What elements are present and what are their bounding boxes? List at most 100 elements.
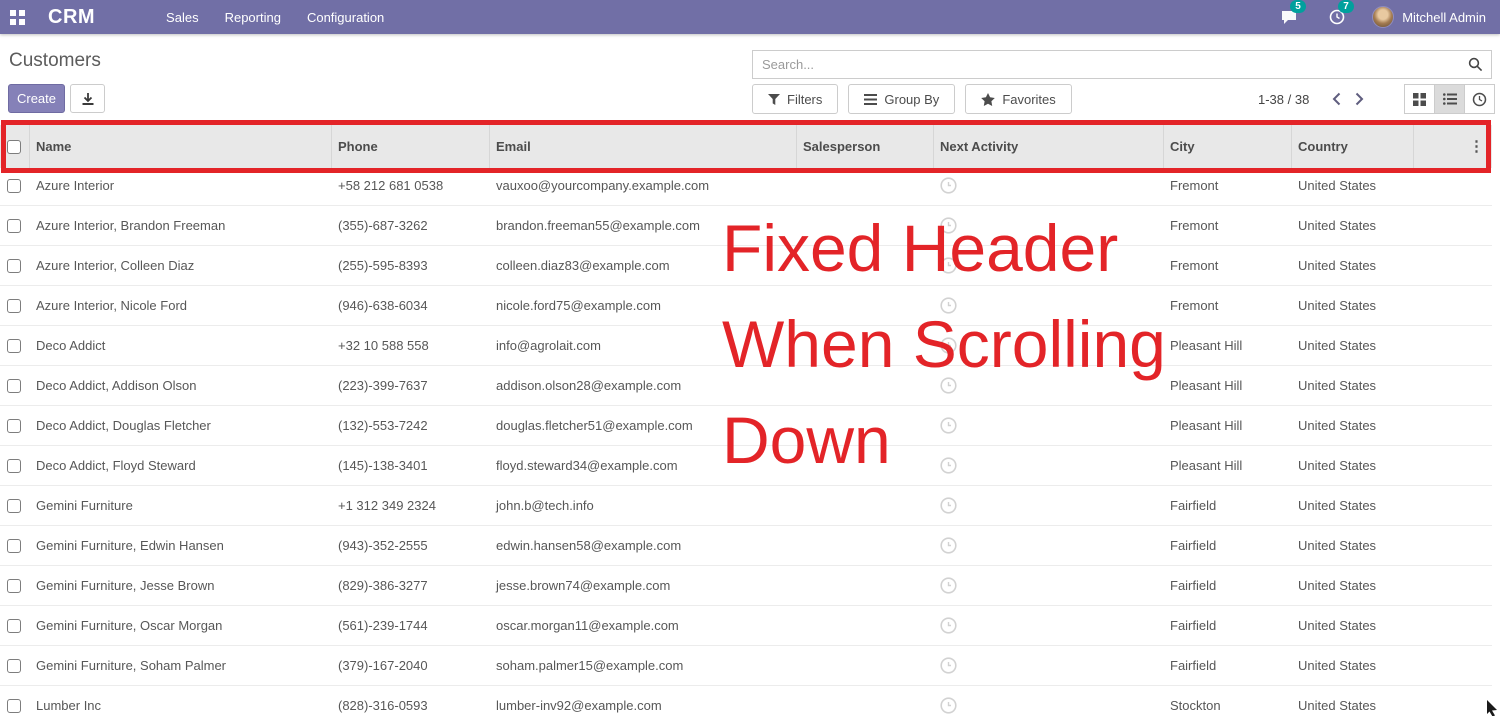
row-checkbox[interactable]: [7, 178, 21, 193]
select-all-cell: [0, 125, 30, 168]
table-row[interactable]: Azure Interior, Colleen Diaz (255)-595-8…: [0, 246, 1492, 286]
clock-icon[interactable]: [940, 217, 957, 234]
clock-icon[interactable]: [940, 297, 957, 314]
favorites-button[interactable]: Favorites: [965, 84, 1072, 114]
cell-phone: (829)-386-3277: [338, 578, 428, 593]
user-avatar[interactable]: [1372, 6, 1395, 28]
cell-email: info@agrolait.com: [496, 338, 601, 353]
cell-name: Deco Addict, Addison Olson: [36, 378, 197, 393]
kanban-view-button[interactable]: [1404, 84, 1435, 114]
clock-icon[interactable]: [940, 377, 957, 394]
row-checkbox[interactable]: [7, 618, 21, 633]
clock-icon[interactable]: [940, 697, 957, 714]
create-button[interactable]: Create: [8, 84, 65, 113]
clock-icon[interactable]: [940, 257, 957, 274]
pager: 1-38 / 38: [1258, 84, 1371, 114]
cell-email: vauxoo@yourcompany.example.com: [496, 178, 710, 193]
table-row[interactable]: Lumber Inc (828)-316-0593 lumber-inv92@e…: [0, 686, 1492, 717]
cell-email: colleen.diaz83@example.com: [496, 258, 670, 273]
activity-view-button[interactable]: [1464, 84, 1495, 114]
row-checkbox[interactable]: [7, 578, 21, 593]
kebab-icon[interactable]: ⋮: [1469, 137, 1484, 155]
clock-icon[interactable]: [940, 177, 957, 194]
messages-badge: 5: [1290, 0, 1306, 13]
apps-menu-button[interactable]: [0, 0, 34, 34]
cell-country: United States: [1298, 498, 1377, 513]
table-row[interactable]: Gemini Furniture +1 312 349 2324 john.b@…: [0, 486, 1492, 526]
row-checkbox[interactable]: [7, 218, 21, 233]
row-select-cell: [0, 658, 30, 673]
menu-reporting[interactable]: Reporting: [224, 9, 281, 25]
clock-icon[interactable]: [940, 337, 957, 354]
row-checkbox[interactable]: [7, 538, 21, 553]
table-row[interactable]: Gemini Furniture, Edwin Hansen (943)-352…: [0, 526, 1492, 566]
funnel-icon: [768, 93, 780, 105]
table-row[interactable]: Deco Addict, Douglas Fletcher (132)-553-…: [0, 406, 1492, 446]
clock-icon[interactable]: [940, 457, 957, 474]
row-checkbox[interactable]: [7, 658, 21, 673]
cell-name: Deco Addict, Floyd Steward: [36, 458, 196, 473]
table-row[interactable]: Gemini Furniture, Soham Palmer (379)-167…: [0, 646, 1492, 686]
table-row[interactable]: Azure Interior +58 212 681 0538 vauxoo@y…: [0, 166, 1492, 206]
pager-next-button[interactable]: [1348, 90, 1371, 108]
clock-icon[interactable]: [940, 417, 957, 434]
cell-name: Azure Interior: [36, 178, 115, 193]
row-select-cell: [0, 698, 30, 713]
activities-button[interactable]: 7: [1324, 0, 1354, 30]
row-checkbox[interactable]: [7, 498, 21, 513]
cell-phone: (561)-239-1744: [338, 618, 428, 633]
cell-city: Pleasant Hill: [1170, 338, 1243, 353]
view-switcher: [1404, 84, 1495, 114]
table-row[interactable]: Azure Interior, Nicole Ford (946)-638-60…: [0, 286, 1492, 326]
cell-country: United States: [1298, 538, 1377, 553]
group-by-button[interactable]: Group By: [848, 84, 956, 114]
user-name[interactable]: Mitchell Admin: [1402, 9, 1486, 25]
clock-icon[interactable]: [940, 537, 957, 554]
column-header-salesperson[interactable]: Salesperson: [797, 125, 934, 168]
column-header-city[interactable]: City: [1164, 125, 1292, 168]
row-select-cell: [0, 538, 30, 553]
search-submit-button[interactable]: [1459, 51, 1491, 78]
column-header-name[interactable]: Name: [30, 125, 332, 168]
search-input[interactable]: [753, 57, 1459, 72]
table-row[interactable]: Deco Addict, Floyd Steward (145)-138-340…: [0, 446, 1492, 486]
list-view-button[interactable]: [1434, 84, 1465, 114]
column-header-options: ⋮: [1414, 125, 1492, 168]
select-all-checkbox[interactable]: [7, 139, 21, 154]
filters-button[interactable]: Filters: [752, 84, 839, 114]
table-row[interactable]: Deco Addict +32 10 588 558 info@agrolait…: [0, 326, 1492, 366]
top-navbar: CRM Sales Reporting Configuration 5 7 Mi…: [0, 0, 1500, 34]
clock-icon[interactable]: [940, 657, 957, 674]
row-checkbox[interactable]: [7, 298, 21, 313]
clock-icon[interactable]: [940, 617, 957, 634]
app-title[interactable]: CRM: [48, 5, 96, 28]
table-row[interactable]: Gemini Furniture, Jesse Brown (829)-386-…: [0, 566, 1492, 606]
cell-phone: +1 312 349 2324: [338, 498, 436, 513]
menu-sales[interactable]: Sales: [166, 9, 199, 25]
cell-next-activity: [934, 217, 1164, 234]
row-checkbox[interactable]: [7, 698, 21, 713]
column-header-next-activity[interactable]: Next Activity: [934, 125, 1164, 168]
clock-icon[interactable]: [940, 497, 957, 514]
kanban-icon: [1413, 92, 1426, 106]
row-checkbox[interactable]: [7, 418, 21, 433]
row-checkbox[interactable]: [7, 338, 21, 353]
messages-button[interactable]: 5: [1276, 0, 1306, 30]
column-header-phone[interactable]: Phone: [332, 125, 490, 168]
search-filter-bar: Filters Group By Favorites: [752, 84, 1072, 114]
table-row[interactable]: Deco Addict, Addison Olson (223)-399-763…: [0, 366, 1492, 406]
clock-icon[interactable]: [940, 577, 957, 594]
table-row[interactable]: Azure Interior, Brandon Freeman (355)-68…: [0, 206, 1492, 246]
cell-next-activity: [934, 577, 1164, 594]
cell-next-activity: [934, 257, 1164, 274]
menu-configuration[interactable]: Configuration: [306, 9, 385, 25]
row-checkbox[interactable]: [7, 458, 21, 473]
row-checkbox[interactable]: [7, 378, 21, 393]
column-header-email[interactable]: Email: [490, 125, 797, 168]
pager-previous-button[interactable]: [1325, 90, 1348, 108]
table-row[interactable]: Gemini Furniture, Oscar Morgan (561)-239…: [0, 606, 1492, 646]
row-select-cell: [0, 418, 30, 433]
export-button[interactable]: [70, 84, 105, 113]
column-header-country[interactable]: Country: [1292, 125, 1414, 168]
row-checkbox[interactable]: [7, 258, 21, 273]
